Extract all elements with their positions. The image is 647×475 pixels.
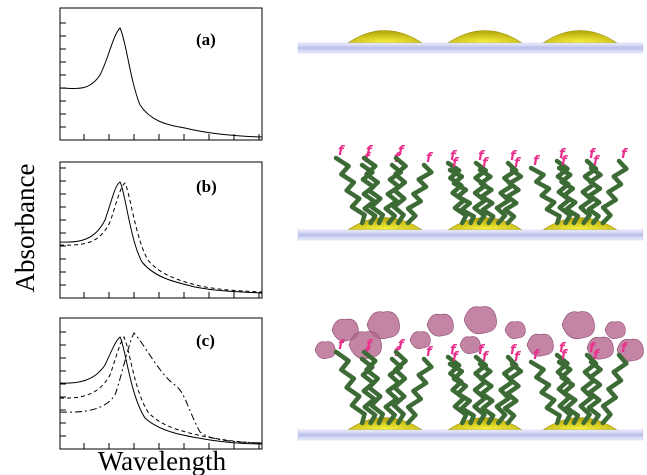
linker-chain	[494, 160, 519, 226]
protein-blob	[426, 313, 454, 337]
spectrum-dashdot	[59, 332, 263, 444]
protein-blob	[314, 341, 336, 359]
panel-label: (c)	[196, 331, 215, 350]
molecule-label: f	[561, 154, 569, 169]
molecule-label: f	[593, 348, 601, 363]
panel-frame	[59, 317, 263, 450]
molecule-label: f	[452, 350, 460, 365]
molecule-label: f	[589, 341, 597, 356]
gold-particle	[347, 217, 423, 231]
linker-chain	[405, 356, 434, 426]
gold-particle	[542, 217, 618, 231]
molecule-label: f	[478, 343, 486, 358]
spectra	[59, 27, 263, 445]
panel-label: (b)	[196, 177, 217, 196]
protein-blob	[331, 318, 359, 342]
molecule-label: f	[621, 147, 629, 162]
molecule-label: f	[510, 149, 518, 164]
y-axis-title: Absorbance	[10, 164, 40, 293]
molecule-label: f	[482, 156, 490, 171]
gold-particle	[447, 417, 523, 431]
protein-blob	[604, 321, 626, 339]
spectrum-dashed	[59, 336, 263, 444]
linker-chain	[391, 155, 408, 226]
spectrum-dashed	[59, 182, 263, 293]
molecule-label: f	[559, 147, 567, 162]
linker-chain	[586, 165, 603, 226]
linker-chain	[361, 155, 386, 226]
linker-chain	[477, 361, 496, 426]
molecule-label: f	[398, 144, 406, 159]
linker-chain	[333, 349, 367, 426]
molecule-label: f	[621, 341, 629, 356]
molecule-label: f	[514, 156, 522, 171]
molecule-label: f	[561, 348, 569, 363]
gold-particle	[447, 30, 523, 44]
linker-chain	[528, 359, 562, 426]
protein-blob	[616, 338, 644, 362]
protein-blob	[526, 333, 554, 357]
molecule-label: f	[426, 151, 434, 166]
spectrum-solid	[59, 181, 263, 294]
molecule-label: f	[482, 350, 490, 365]
molecule-label: f	[510, 343, 518, 358]
linker-chain	[600, 158, 629, 226]
protein-blob	[409, 331, 431, 349]
linker-chain	[600, 352, 629, 426]
x-axis-title: Wavelength	[98, 446, 227, 475]
linker-chain	[333, 155, 367, 226]
linker-chain	[447, 167, 476, 226]
linker-chain	[447, 361, 476, 426]
molecule-label: f	[338, 144, 346, 159]
molecule-label: f	[533, 154, 541, 169]
molecule-label: f	[589, 147, 597, 162]
protein-blob	[586, 336, 614, 360]
molecule-label: f	[338, 338, 346, 353]
molecule-label: f	[450, 343, 458, 358]
protein-blob	[561, 311, 595, 340]
molecule-label: f	[593, 154, 601, 169]
panel-frame	[59, 161, 263, 299]
gold-particle	[447, 217, 523, 231]
linker-chain	[502, 361, 524, 426]
linker-chain	[578, 352, 599, 426]
linker-chain	[528, 165, 562, 226]
linker-chain	[494, 354, 519, 426]
spectrum-solid	[59, 336, 263, 445]
linker-chain	[477, 167, 496, 226]
gold-particle	[542, 417, 618, 431]
molecule-label: f	[426, 345, 434, 360]
linker-chain	[556, 359, 581, 426]
panel-frame	[59, 7, 263, 141]
molecule-label: f	[452, 156, 460, 171]
substrate	[297, 229, 644, 241]
gold-particle	[542, 30, 618, 44]
spectrum-solid	[59, 27, 263, 138]
molecule-label: f	[366, 144, 374, 159]
linker-chain	[391, 349, 408, 426]
gold-particle	[347, 417, 423, 431]
molecule-label: f	[478, 149, 486, 164]
protein-blob	[463, 306, 497, 335]
linker-chain	[556, 165, 581, 226]
substrate	[297, 429, 644, 441]
linker-chain	[361, 349, 386, 426]
protein-blob	[459, 336, 481, 354]
molecule-label: f	[533, 348, 541, 363]
gold-particle	[347, 30, 423, 44]
linker-chain	[586, 359, 603, 426]
molecule-label: f	[514, 350, 522, 365]
molecule-label: f	[366, 338, 374, 353]
linker-chain	[405, 162, 434, 226]
molecule-label: f	[398, 338, 406, 353]
substrate	[297, 42, 644, 54]
schematics: f ff ff f ff ff ff f ff ff ff ff ff f ff ff ff f ff ff f	[297, 30, 644, 441]
linker-chain	[502, 167, 524, 226]
molecule-label: f	[450, 149, 458, 164]
panel-label: (a)	[196, 30, 216, 49]
molecule-label: f	[559, 341, 567, 356]
protein-blob	[504, 321, 526, 339]
